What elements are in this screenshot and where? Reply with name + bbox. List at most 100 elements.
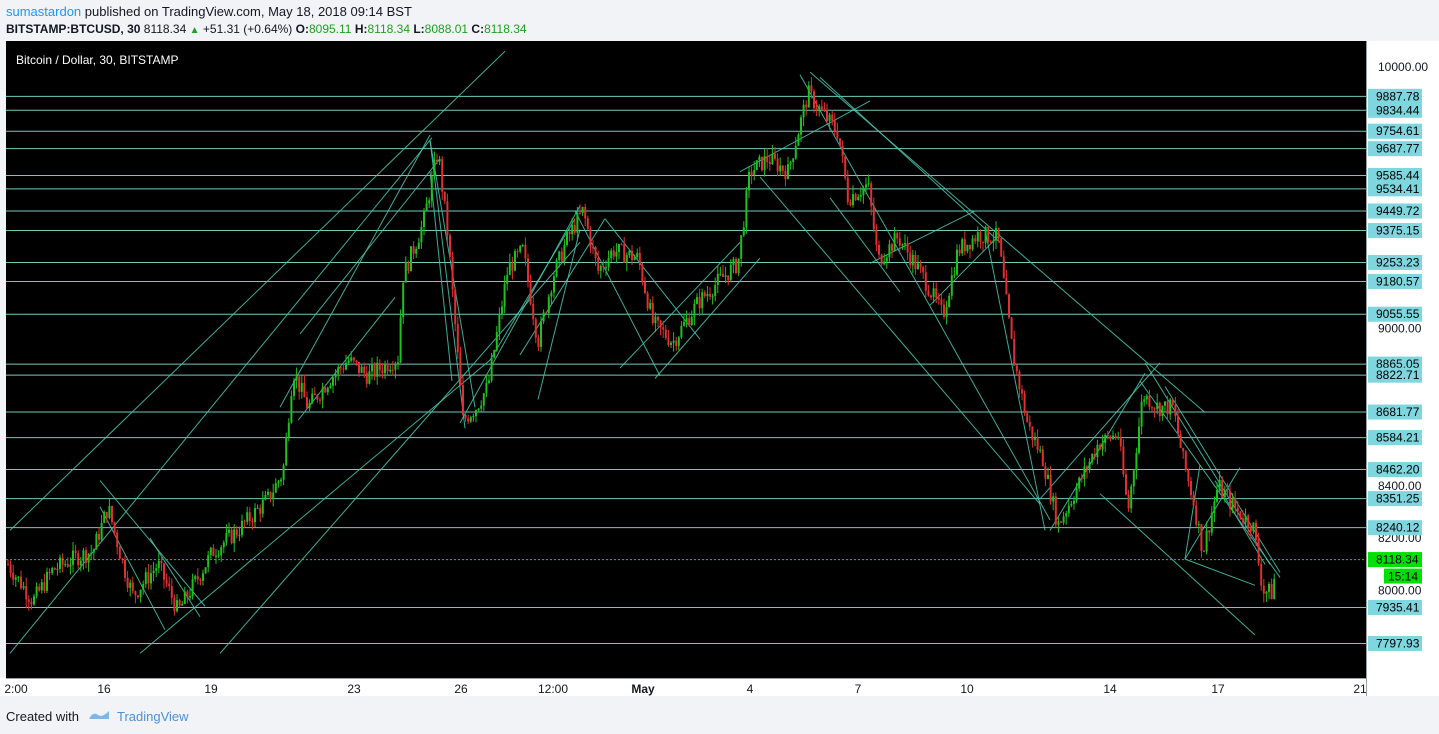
candle-body-264 — [693, 303, 696, 317]
candle-body-260 — [683, 321, 685, 326]
level-box-12 — [1368, 367, 1422, 383]
candle-body-350 — [917, 263, 919, 270]
trend-line-25[interactable] — [819, 77, 1001, 243]
candle-body-466 — [1218, 479, 1221, 491]
candle-body-482 — [1260, 563, 1263, 586]
trend-line-8[interactable] — [99, 506, 166, 631]
candle-body-175 — [462, 385, 464, 416]
trend-line-0[interactable] — [9, 50, 506, 531]
trend-line-26[interactable] — [829, 197, 901, 293]
trend-line-2[interactable] — [139, 359, 491, 654]
x-tick-label-5: 12:00 — [538, 682, 568, 696]
trend-lines — [9, 50, 1281, 654]
trend-line-9[interactable] — [149, 537, 201, 617]
candle-body-295 — [774, 153, 776, 159]
candle-body-83 — [222, 542, 225, 548]
candle-body-138 — [365, 372, 368, 384]
candle-body-280 — [735, 259, 737, 273]
candle-body-240 — [631, 250, 633, 261]
trend-line-14[interactable] — [489, 218, 576, 361]
candle-body-265 — [696, 297, 698, 304]
candle-body-111 — [295, 376, 298, 381]
candle-body-273 — [716, 273, 719, 285]
candle-body-377 — [987, 226, 990, 242]
candle-body-188 — [495, 331, 498, 351]
candle-body-218 — [573, 224, 576, 233]
author-link[interactable]: sumastardon — [6, 4, 82, 19]
candle-body-448 — [1171, 399, 1174, 405]
trend-line-6[interactable] — [299, 158, 441, 335]
candle-body-5 — [20, 576, 22, 589]
trend-line-16[interactable] — [537, 229, 581, 400]
candle-body-10 — [33, 596, 35, 605]
candle-body-241 — [633, 257, 636, 261]
candle-body-364 — [953, 274, 956, 276]
candle-body-61 — [165, 579, 168, 584]
candle-body-334 — [875, 229, 878, 245]
trend-line-32[interactable] — [1099, 493, 1256, 636]
candle-body-154 — [407, 262, 410, 272]
trend-line-39[interactable] — [1184, 464, 1201, 560]
candle-body-317 — [831, 114, 834, 121]
candle-body-106 — [282, 465, 285, 480]
candle-body-21 — [61, 557, 64, 565]
trend-line-13[interactable] — [459, 205, 581, 424]
candle-body-157 — [415, 248, 418, 254]
candle-body-226 — [594, 247, 597, 259]
candle-body-456 — [1192, 495, 1195, 506]
candle-body-165 — [436, 159, 438, 162]
candle-body-229 — [602, 266, 605, 268]
level-box-10 — [1368, 306, 1422, 322]
candle-body-249 — [654, 316, 657, 324]
trend-line-38[interactable] — [1214, 480, 1266, 565]
candle-body-417 — [1091, 453, 1094, 462]
trend-line-30[interactable] — [1039, 362, 1161, 500]
candle-body-62 — [168, 583, 171, 587]
trend-line-34[interactable] — [1144, 362, 1271, 565]
candle-body-137 — [363, 366, 366, 373]
candle-body-135 — [358, 362, 360, 373]
candle-body-147 — [389, 369, 392, 372]
candle-body-343 — [898, 238, 901, 246]
candle-body-277 — [727, 275, 730, 281]
candle-body-331 — [867, 183, 870, 185]
trend-line-7[interactable] — [99, 480, 206, 607]
candle-body-271 — [711, 296, 714, 298]
trend-line-23[interactable] — [759, 176, 1041, 505]
candle-body-223 — [586, 218, 589, 229]
trend-line-19[interactable] — [619, 242, 741, 369]
candle-body-245 — [644, 282, 646, 294]
candle-body-258 — [677, 337, 680, 346]
y-tick-label-0: 10000.00 — [1378, 60, 1428, 74]
trend-line-37[interactable] — [1184, 558, 1256, 586]
candle-body-462 — [1208, 530, 1211, 533]
trend-line-4[interactable] — [279, 134, 431, 408]
x-tick-label-2: 19 — [204, 682, 218, 696]
level-box-14 — [1368, 430, 1422, 446]
candle-body-192 — [506, 275, 509, 284]
candle-body-196 — [516, 251, 519, 253]
candle-body-341 — [893, 233, 896, 251]
trend-line-11[interactable] — [429, 171, 453, 382]
candle-body-49 — [134, 591, 137, 596]
candle-body-246 — [646, 293, 649, 309]
candle-body-23 — [66, 564, 69, 567]
candle-body-267 — [701, 292, 704, 309]
candle-body-436 — [1140, 401, 1143, 427]
trend-line-10[interactable] — [429, 140, 466, 429]
candle-body-22 — [64, 564, 67, 566]
level-box-16 — [1368, 491, 1422, 507]
trend-line-17[interactable] — [574, 210, 661, 377]
tradingview-link[interactable]: TradingView — [116, 709, 189, 724]
candle-body-387 — [1013, 338, 1016, 366]
trend-line-29[interactable] — [984, 229, 1046, 531]
candle-body-393 — [1028, 422, 1031, 427]
trend-line-27[interactable] — [869, 210, 976, 264]
candle-body-26 — [74, 550, 77, 554]
trend-line-20[interactable] — [654, 257, 761, 379]
candle-body-51 — [139, 589, 142, 598]
candle-body-356 — [932, 288, 935, 298]
candle-body-18 — [53, 568, 56, 570]
